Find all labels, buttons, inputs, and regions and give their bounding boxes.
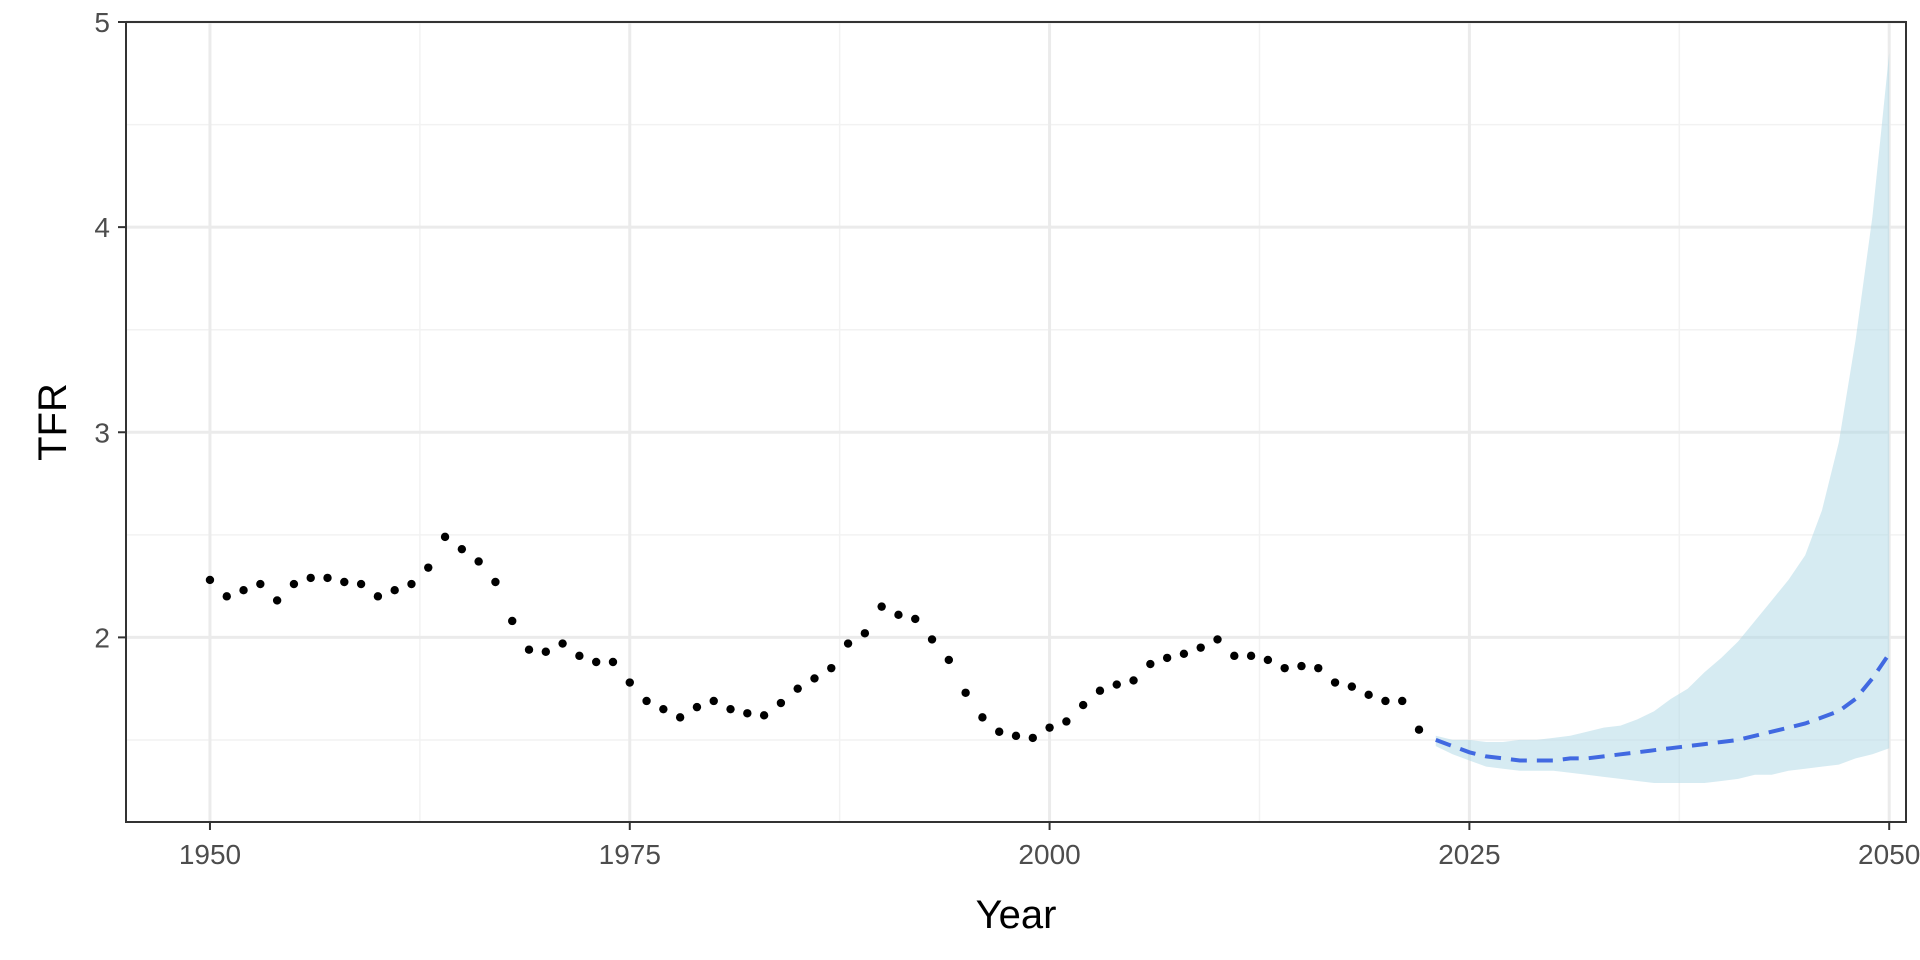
y-tick-label: 3 bbox=[94, 417, 110, 448]
observed-point bbox=[256, 579, 265, 589]
observed-point bbox=[927, 635, 937, 644]
observed-point bbox=[995, 727, 1004, 736]
prediction-interval-layer bbox=[1435, 52, 1890, 784]
observed-point bbox=[323, 573, 332, 583]
observed-point bbox=[1095, 686, 1105, 695]
y-tick-label: 5 bbox=[94, 7, 110, 38]
observed-point bbox=[1381, 696, 1390, 706]
observed-point bbox=[1263, 655, 1273, 665]
observed-point bbox=[575, 651, 584, 661]
observed-point bbox=[726, 704, 735, 714]
y-tick-label: 4 bbox=[94, 212, 110, 243]
observed-point bbox=[810, 674, 819, 683]
observed-point bbox=[1347, 682, 1357, 691]
observed-point bbox=[1179, 649, 1189, 658]
observed-point bbox=[1246, 651, 1256, 661]
y-tick-label: 2 bbox=[94, 622, 110, 653]
observed-point bbox=[827, 663, 836, 673]
forecast-line bbox=[1435, 652, 1891, 763]
observed-point bbox=[843, 639, 853, 648]
observed-point bbox=[491, 577, 500, 587]
observed-point bbox=[659, 704, 668, 714]
observed-point bbox=[558, 639, 567, 648]
observed-point bbox=[1112, 680, 1121, 689]
observed-point bbox=[944, 655, 954, 665]
observed-point bbox=[625, 678, 634, 687]
observed-point bbox=[1196, 643, 1205, 652]
observed-point bbox=[776, 698, 786, 708]
observed-point bbox=[1330, 678, 1340, 687]
minor-gridlines bbox=[126, 22, 1906, 822]
observed-point bbox=[978, 713, 987, 722]
observed-point bbox=[743, 709, 752, 718]
x-tick-label: 2050 bbox=[1858, 839, 1920, 870]
x-axis: 1950 1975 2000 2025 2050 bbox=[179, 822, 1920, 870]
observed-point bbox=[390, 586, 399, 595]
x-axis-title: Year bbox=[976, 893, 1057, 937]
x-tick-label: 1975 bbox=[599, 839, 661, 870]
y-axis-title: TFR bbox=[31, 383, 75, 461]
observed-point bbox=[524, 645, 534, 654]
observed-point bbox=[894, 610, 903, 620]
observed-point bbox=[239, 586, 248, 595]
major-gridlines bbox=[126, 20, 1906, 822]
observed-point bbox=[877, 602, 886, 611]
observed-point bbox=[340, 577, 349, 587]
observed-point bbox=[1230, 651, 1239, 661]
observed-point bbox=[911, 614, 920, 624]
observed-point bbox=[1011, 731, 1021, 741]
observed-points-layer bbox=[205, 532, 1424, 743]
x-tick-label: 2000 bbox=[1018, 839, 1080, 870]
observed-point bbox=[1129, 676, 1138, 685]
observed-point bbox=[709, 696, 718, 706]
observed-point bbox=[373, 592, 383, 601]
observed-point bbox=[961, 688, 970, 697]
observed-point bbox=[675, 713, 685, 722]
observed-point bbox=[1297, 661, 1306, 671]
observed-point bbox=[440, 532, 450, 542]
observed-point bbox=[1280, 663, 1289, 673]
prediction-interval-band bbox=[1435, 52, 1890, 784]
observed-point bbox=[306, 573, 315, 583]
observed-point bbox=[1364, 690, 1373, 700]
observed-point bbox=[356, 579, 366, 589]
observed-point bbox=[222, 592, 231, 601]
forecast-line-layer bbox=[1435, 652, 1891, 763]
x-tick-label: 1950 bbox=[179, 839, 241, 870]
observed-point bbox=[457, 544, 467, 554]
observed-point bbox=[608, 657, 618, 667]
observed-point bbox=[759, 711, 769, 720]
observed-point bbox=[289, 579, 299, 589]
observed-point bbox=[541, 647, 551, 656]
observed-point bbox=[1162, 653, 1172, 663]
observed-point bbox=[591, 657, 601, 667]
observed-point bbox=[642, 696, 651, 706]
x-tick-label: 2025 bbox=[1438, 839, 1500, 870]
observed-point bbox=[1062, 717, 1071, 726]
observed-point bbox=[424, 563, 433, 572]
panel-border bbox=[125, 21, 1907, 823]
observed-point bbox=[1045, 723, 1054, 732]
observed-point bbox=[793, 684, 802, 693]
observed-point bbox=[1078, 700, 1088, 710]
observed-point bbox=[407, 579, 416, 589]
observed-point bbox=[1398, 696, 1407, 706]
observed-point bbox=[272, 596, 282, 605]
observed-point bbox=[1314, 663, 1323, 673]
observed-point bbox=[1414, 725, 1424, 734]
observed-point bbox=[1213, 635, 1222, 644]
observed-point bbox=[508, 616, 517, 626]
observed-point bbox=[692, 702, 702, 712]
observed-point bbox=[1146, 659, 1155, 669]
observed-point bbox=[1028, 733, 1037, 743]
observed-point bbox=[205, 575, 215, 585]
observed-point bbox=[860, 629, 870, 638]
y-axis: 2 3 4 5 bbox=[94, 7, 126, 653]
observed-point bbox=[474, 557, 483, 566]
